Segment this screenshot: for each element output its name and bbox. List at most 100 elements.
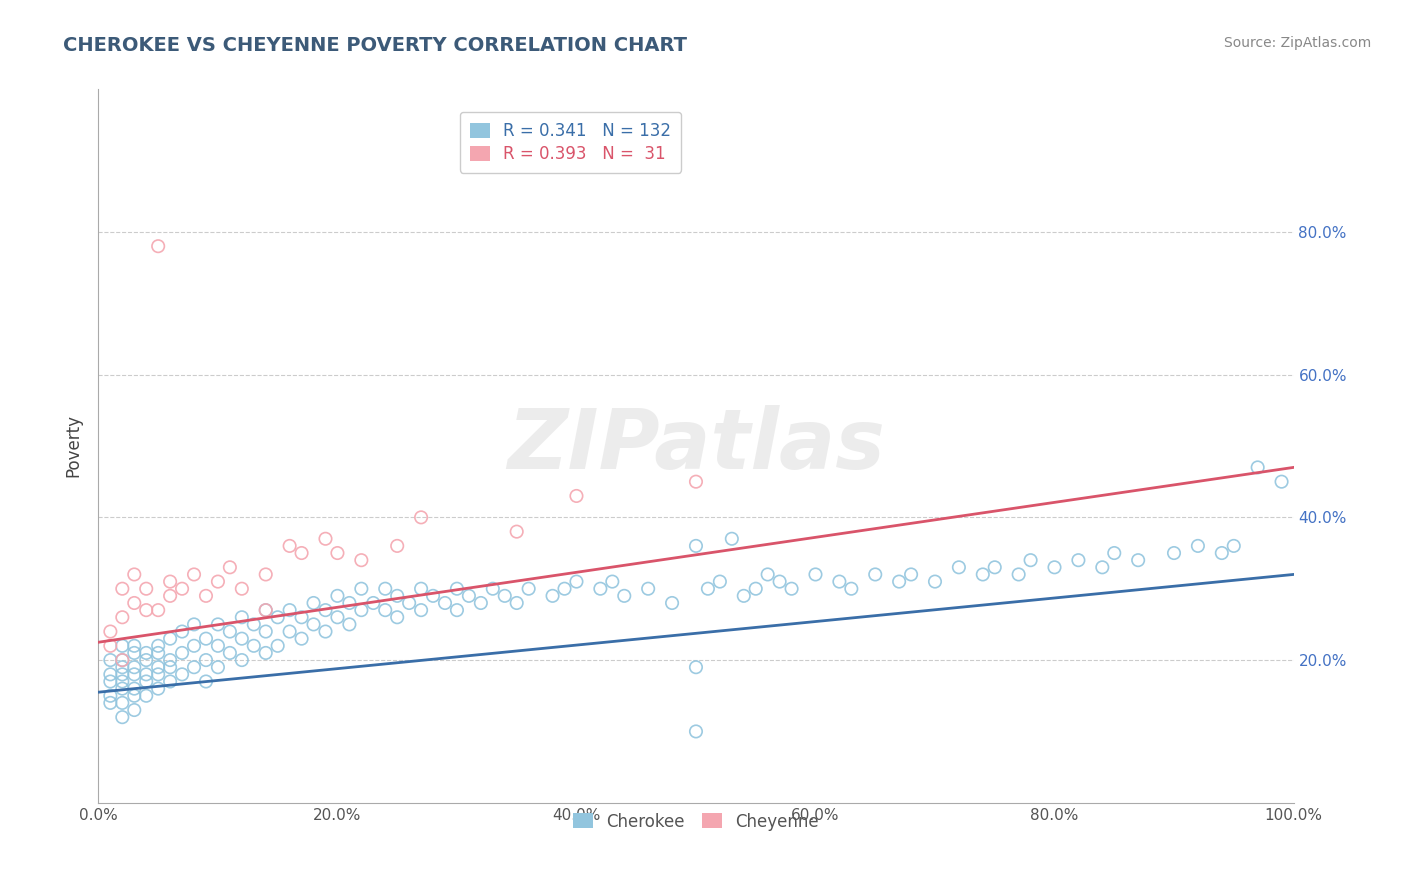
Point — [254, 603, 277, 617]
Text: Source: ZipAtlas.com: Source: ZipAtlas.com — [1223, 36, 1371, 50]
Point — [124, 639, 146, 653]
Text: CHEROKEE VS CHEYENNE POVERTY CORRELATION CHART: CHEROKEE VS CHEYENNE POVERTY CORRELATION… — [63, 36, 688, 54]
Point — [900, 567, 922, 582]
Point — [326, 610, 349, 624]
Point — [1247, 460, 1270, 475]
Point — [159, 660, 181, 674]
Point — [124, 646, 146, 660]
Point — [219, 646, 242, 660]
Point — [254, 624, 277, 639]
Point — [721, 532, 744, 546]
Point — [98, 667, 122, 681]
Point — [1043, 560, 1066, 574]
Point — [339, 617, 361, 632]
Point — [1104, 546, 1126, 560]
Point — [697, 582, 720, 596]
Point — [745, 582, 768, 596]
Point — [195, 589, 218, 603]
Point — [148, 660, 170, 674]
Point — [1211, 546, 1233, 560]
Point — [434, 596, 457, 610]
Point — [411, 582, 433, 596]
Text: ZIPatlas: ZIPatlas — [508, 406, 884, 486]
Point — [470, 596, 492, 610]
Point — [111, 639, 134, 653]
Point — [350, 553, 373, 567]
Point — [135, 653, 157, 667]
Point — [1271, 475, 1294, 489]
Point — [172, 582, 194, 596]
Point — [254, 603, 277, 617]
Point — [183, 567, 205, 582]
Point — [243, 617, 266, 632]
Point — [350, 582, 373, 596]
Point — [111, 610, 134, 624]
Point — [219, 624, 242, 639]
Point — [278, 539, 301, 553]
Point — [589, 582, 612, 596]
Point — [315, 532, 337, 546]
Point — [1008, 567, 1031, 582]
Point — [124, 667, 146, 681]
Point — [124, 660, 146, 674]
Point — [1019, 553, 1042, 567]
Point — [183, 617, 205, 632]
Point — [733, 589, 755, 603]
Point — [685, 475, 707, 489]
Point — [565, 574, 588, 589]
Point — [828, 574, 851, 589]
Point — [124, 567, 146, 582]
Point — [398, 596, 420, 610]
Point — [517, 582, 540, 596]
Point — [506, 524, 529, 539]
Point — [267, 639, 290, 653]
Point — [159, 632, 181, 646]
Point — [756, 567, 779, 582]
Point — [804, 567, 827, 582]
Point — [385, 539, 409, 553]
Point — [98, 624, 122, 639]
Point — [135, 689, 157, 703]
Point — [1163, 546, 1185, 560]
Point — [385, 589, 409, 603]
Point — [541, 589, 564, 603]
Point — [219, 560, 242, 574]
Point — [291, 546, 314, 560]
Point — [111, 660, 134, 674]
Point — [278, 603, 301, 617]
Point — [422, 589, 444, 603]
Point — [172, 667, 194, 681]
Point — [98, 674, 122, 689]
Point — [1187, 539, 1209, 553]
Point — [1128, 553, 1150, 567]
Point — [841, 582, 863, 596]
Point — [124, 596, 146, 610]
Point — [458, 589, 481, 603]
Point — [111, 653, 134, 667]
Point — [685, 660, 707, 674]
Point — [972, 567, 994, 582]
Point — [768, 574, 790, 589]
Point — [124, 703, 146, 717]
Point — [207, 574, 229, 589]
Point — [172, 624, 194, 639]
Point — [446, 582, 468, 596]
Point — [291, 632, 314, 646]
Point — [111, 710, 134, 724]
Point — [207, 639, 229, 653]
Point — [98, 653, 122, 667]
Point — [111, 696, 134, 710]
Point — [374, 582, 396, 596]
Point — [148, 646, 170, 660]
Point — [231, 610, 253, 624]
Point — [135, 582, 157, 596]
Point — [148, 239, 170, 253]
Point — [267, 610, 290, 624]
Point — [148, 603, 170, 617]
Point — [446, 603, 468, 617]
Point — [685, 724, 707, 739]
Point — [315, 603, 337, 617]
Point — [243, 639, 266, 653]
Point — [278, 624, 301, 639]
Point — [350, 603, 373, 617]
